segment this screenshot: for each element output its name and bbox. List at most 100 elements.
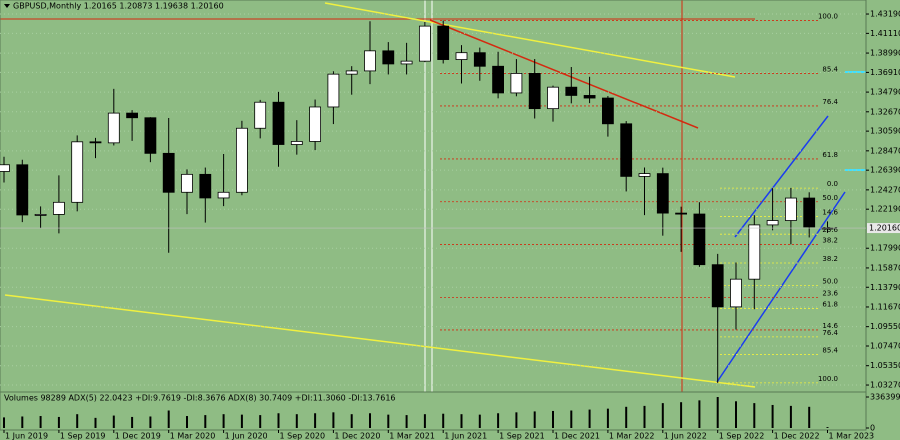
fib-label: 50.0	[822, 277, 838, 285]
candle-body	[400, 60, 413, 65]
candle-body	[309, 106, 322, 142]
x-tick-label: 1 Jun 2020	[225, 432, 268, 440]
y-tick-label: 1.05350	[870, 361, 900, 370]
candle-body	[199, 173, 212, 199]
candle-body	[583, 95, 596, 99]
y-tick-label: 1.24270	[870, 185, 900, 194]
fib-label: 61.8	[822, 300, 838, 308]
candle-body	[602, 97, 614, 125]
y-tick-label: 1.11670	[870, 302, 900, 311]
y-tick-label: 1.13790	[870, 283, 900, 292]
y-tick-label: 1.36910	[870, 68, 900, 77]
candle-body	[144, 117, 157, 154]
trend-line	[429, 19, 699, 129]
candle-body	[510, 73, 523, 94]
x-tick-label: 1 Mar 2022	[609, 432, 655, 440]
x-tick-label: 1 Dec 2020	[334, 432, 380, 440]
candle-body	[656, 173, 669, 214]
candle-body	[675, 212, 687, 215]
y-tick-label: 1.43190	[870, 10, 900, 19]
fib-label: 38.2	[822, 255, 838, 263]
candle-body	[89, 141, 102, 144]
y-tick-label: 1.26390	[870, 166, 900, 175]
x-tick-label: 1 Jun 2021	[444, 432, 487, 440]
x-tick-label: 1 Jun 2019	[5, 432, 48, 440]
candle-body	[290, 141, 303, 145]
candle-body	[107, 112, 120, 144]
y-tick-label: 1.22190	[870, 205, 900, 214]
candle-body	[382, 50, 395, 65]
x-tick-label: 1 Sep 2021	[499, 432, 545, 440]
x-tick-label: 1 Dec 2019	[115, 432, 161, 440]
candle-body	[785, 197, 797, 221]
x-tick-label: 1 Dec 2022	[774, 432, 820, 440]
candle-body	[766, 220, 779, 226]
y-tick-label: 1.09550	[870, 322, 900, 331]
candle-body	[345, 70, 358, 75]
last-price-label: 1.20160	[869, 224, 900, 233]
header-icon	[4, 4, 10, 8]
x-tick-label: 1 Mar 2020	[170, 432, 216, 440]
fib-label: 23.6	[822, 289, 838, 297]
y-tick-label: 1.07470	[870, 341, 900, 350]
fib-label: 100.0	[818, 375, 838, 383]
candle-body	[473, 52, 486, 67]
y-tick-label: 1.41110	[870, 29, 900, 38]
candle-body	[547, 86, 559, 110]
x-tick-label: 1 Mar 2021	[389, 432, 435, 440]
candle-body	[730, 278, 742, 308]
candle-body	[327, 73, 340, 108]
y-tick-label: 1.03270	[870, 381, 900, 390]
candle-body	[272, 101, 285, 145]
y-tick-label: 1.17990	[870, 244, 900, 253]
fib-label: 85.4	[822, 65, 838, 73]
x-tick-label: 1 Dec 2021	[554, 432, 600, 440]
candle-body	[126, 112, 138, 119]
candle-body	[418, 25, 431, 62]
candle-body	[364, 50, 376, 72]
plot-frame	[0, 0, 867, 431]
candle-body	[565, 86, 578, 96]
x-tick-label: 1 Sep 2022	[719, 432, 765, 440]
fib-label: 14.6	[822, 322, 838, 330]
x-tick-label: 1 Jun 2022	[664, 432, 707, 440]
fib-label: 38.2	[822, 236, 838, 244]
candle-body	[528, 73, 541, 110]
fib-label: 76.4	[822, 98, 838, 106]
candle-body	[638, 173, 651, 177]
volume-tick-label: 0	[870, 424, 875, 433]
candle-body	[492, 65, 505, 94]
candle-body	[235, 127, 248, 193]
y-tick-label: 1.38990	[870, 49, 900, 58]
candle-body	[16, 164, 29, 216]
candle-body	[34, 214, 47, 216]
candle-body	[53, 201, 65, 215]
candle-body	[437, 25, 450, 60]
candle-body	[620, 123, 633, 177]
x-tick-label: 1 Sep 2020	[280, 432, 326, 440]
indicator-label: Volumes 98289 ADX(5) 22.0423 +DI:9.7619 …	[4, 394, 396, 403]
trend-line	[324, 2, 736, 78]
candle-body	[181, 173, 193, 193]
fib-label: 50.0	[822, 194, 838, 202]
volume-tick-label: 3363996	[870, 393, 900, 402]
candle-body	[803, 197, 816, 228]
candle-body	[0, 164, 10, 172]
candle-body	[711, 264, 724, 308]
y-tick-label: 1.32670	[870, 107, 900, 116]
candle-body	[71, 141, 84, 203]
x-tick-label: 1 Mar 2023	[829, 432, 875, 440]
candle-body	[254, 101, 267, 129]
candle-body	[693, 213, 706, 266]
y-tick-label: 1.34790	[870, 88, 900, 97]
y-tick-label: 1.30590	[870, 127, 900, 136]
candle-body	[455, 52, 468, 60]
x-tick-label: 1 Sep 2019	[60, 432, 106, 440]
last-price-box	[867, 223, 900, 234]
channel-line	[734, 115, 829, 238]
y-tick-label: 1.15870	[870, 263, 900, 272]
fib-label: 0.0	[827, 180, 838, 188]
fib-label: 23.6	[822, 226, 838, 234]
